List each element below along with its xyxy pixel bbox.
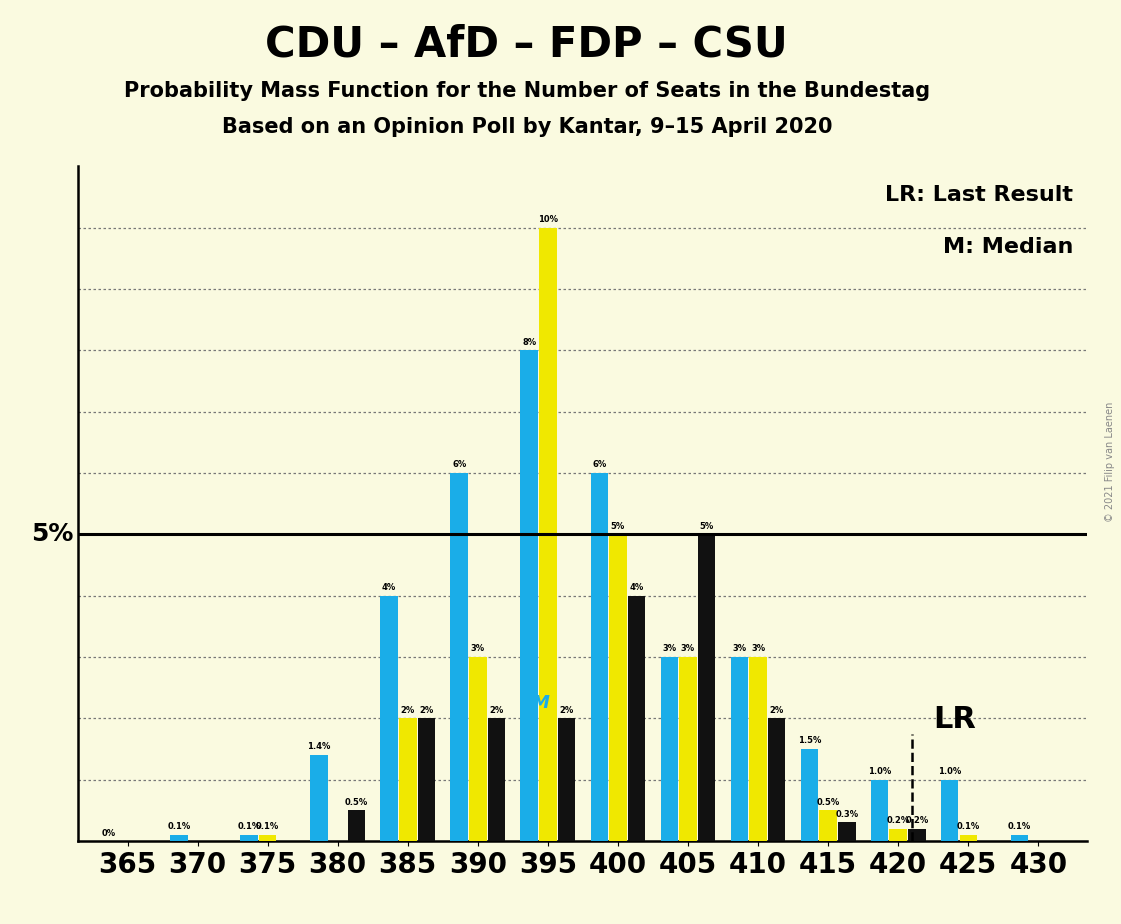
Bar [348, 810, 365, 841]
Text: 0.1%: 0.1% [238, 822, 260, 831]
Text: 6%: 6% [452, 460, 466, 469]
Bar [800, 748, 818, 841]
Text: © 2021 Filip van Laenen: © 2021 Filip van Laenen [1105, 402, 1115, 522]
Text: 0.2%: 0.2% [906, 816, 928, 825]
Bar [628, 596, 646, 841]
Bar [819, 810, 837, 841]
Bar [660, 657, 678, 841]
Bar [418, 718, 435, 841]
Text: 3%: 3% [732, 644, 747, 653]
Text: 0.1%: 0.1% [956, 822, 980, 831]
Text: 2%: 2% [400, 706, 415, 714]
Bar [380, 596, 398, 841]
Bar [591, 473, 608, 841]
Bar [679, 657, 697, 841]
Text: 1.5%: 1.5% [798, 736, 822, 745]
Bar [469, 657, 487, 841]
Text: LR: Last Result: LR: Last Result [886, 185, 1074, 205]
Text: 8%: 8% [522, 337, 536, 346]
Bar [749, 657, 767, 841]
Bar [520, 350, 538, 841]
Bar [960, 834, 978, 841]
Text: 0.1%: 0.1% [256, 822, 279, 831]
Bar [1011, 834, 1028, 841]
Bar [889, 829, 907, 841]
Bar [170, 834, 187, 841]
Bar [558, 718, 575, 841]
Text: 3%: 3% [751, 644, 766, 653]
Text: Probability Mass Function for the Number of Seats in the Bundestag: Probability Mass Function for the Number… [123, 81, 930, 102]
Text: 5%: 5% [700, 521, 714, 530]
Bar [399, 718, 417, 841]
Bar [731, 657, 748, 841]
Text: 4%: 4% [382, 583, 396, 592]
Text: 2%: 2% [559, 706, 574, 714]
Text: 0.2%: 0.2% [887, 816, 910, 825]
Bar [311, 755, 327, 841]
Text: 3%: 3% [680, 644, 695, 653]
Text: LR: LR [934, 704, 976, 734]
Text: 1.0%: 1.0% [938, 767, 961, 776]
Bar [240, 834, 258, 841]
Text: 10%: 10% [538, 215, 558, 224]
Text: Based on an Opinion Poll by Kantar, 9–15 April 2020: Based on an Opinion Poll by Kantar, 9–15… [222, 117, 832, 138]
Text: 6%: 6% [592, 460, 606, 469]
Text: 1.4%: 1.4% [307, 742, 331, 751]
Text: 3%: 3% [471, 644, 485, 653]
Bar [768, 718, 786, 841]
Bar [698, 534, 715, 841]
Text: 0.1%: 0.1% [1008, 822, 1031, 831]
Bar [908, 829, 926, 841]
Text: 5%: 5% [611, 521, 626, 530]
Text: 0.3%: 0.3% [835, 809, 859, 819]
Bar [451, 473, 467, 841]
Bar [488, 718, 506, 841]
Bar [839, 822, 855, 841]
Text: 2%: 2% [419, 706, 434, 714]
Text: M: Median: M: Median [943, 237, 1074, 257]
Text: 1.0%: 1.0% [868, 767, 891, 776]
Bar [871, 780, 888, 841]
Bar [941, 780, 958, 841]
Bar [539, 227, 557, 841]
Text: 0.1%: 0.1% [167, 822, 191, 831]
Text: 2%: 2% [770, 706, 784, 714]
Text: 0.5%: 0.5% [345, 797, 368, 807]
Text: 0%: 0% [102, 830, 115, 838]
Bar [609, 534, 627, 841]
Text: CDU – AfD – FDP – CSU: CDU – AfD – FDP – CSU [266, 23, 788, 65]
Text: 4%: 4% [630, 583, 643, 592]
Text: 0.5%: 0.5% [816, 797, 840, 807]
Bar [259, 834, 277, 841]
Text: 2%: 2% [490, 706, 503, 714]
Text: 5%: 5% [31, 522, 74, 546]
Text: 3%: 3% [663, 644, 676, 653]
Text: M: M [532, 694, 549, 712]
